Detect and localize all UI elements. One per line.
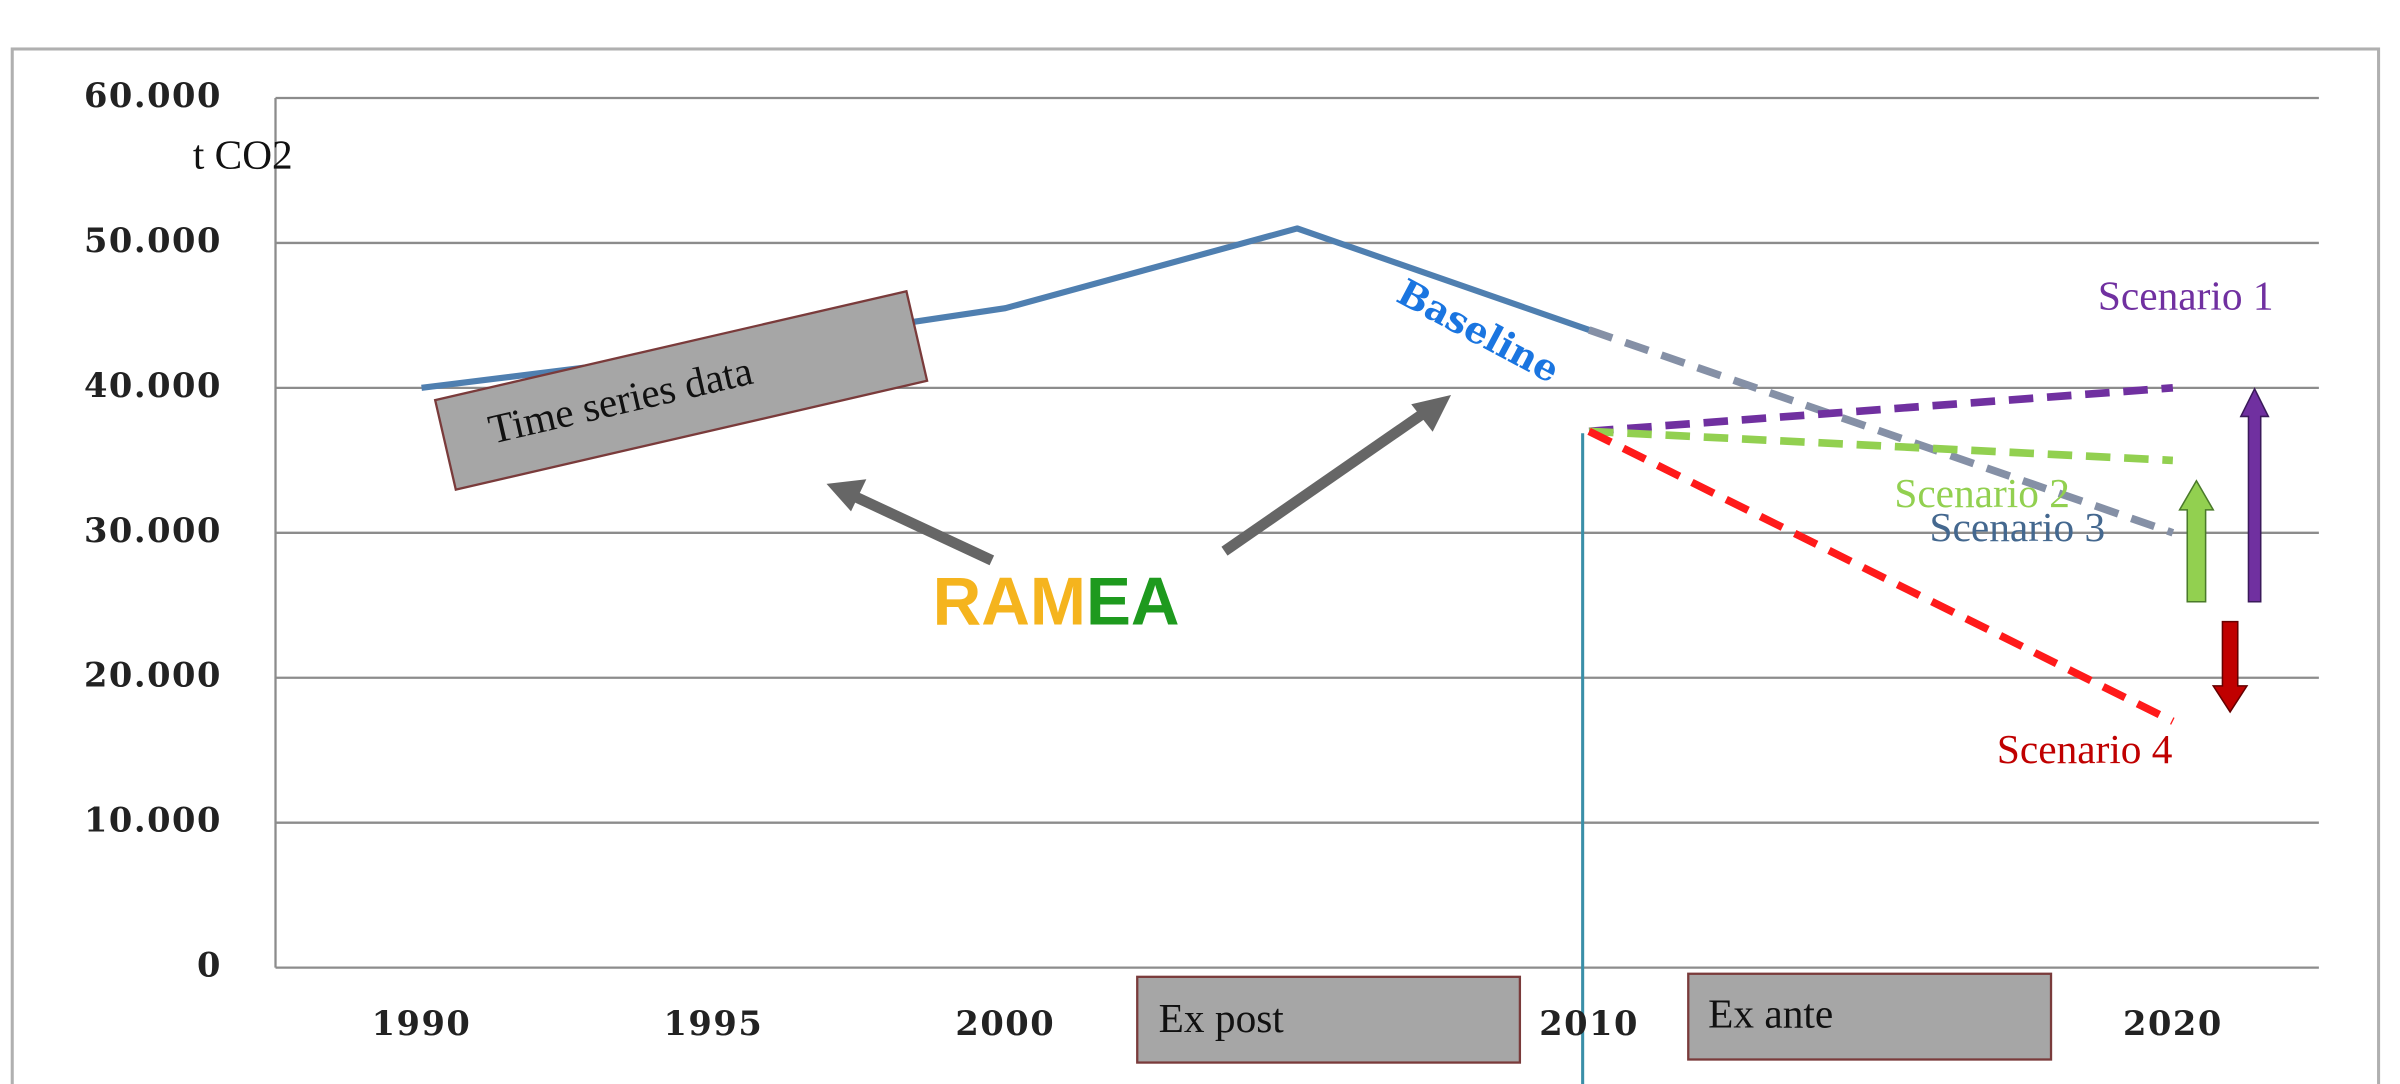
arrow xyxy=(2239,387,2270,603)
arrow xyxy=(2211,620,2249,714)
ex-post-box xyxy=(1136,975,1522,1064)
arrow xyxy=(2178,479,2215,603)
arrow-head xyxy=(826,479,867,512)
x-tick-label: 1995 xyxy=(663,1003,763,1043)
x-tick-label: 2010 xyxy=(1539,1003,1639,1043)
legend-label: Scenario 3 xyxy=(1930,504,2106,550)
arrow xyxy=(1221,408,1427,556)
arrows xyxy=(826,387,2270,714)
ramea-part: EA xyxy=(1086,564,1180,639)
ramea-logo: RAMEA xyxy=(933,564,1180,639)
legend-label: Scenario 1 xyxy=(2098,273,2274,319)
ex-ante-box xyxy=(1687,972,2053,1061)
series-line xyxy=(1587,326,2175,537)
legend-label: Scenario 2 xyxy=(1894,470,2070,516)
box xyxy=(433,289,929,491)
series-line xyxy=(1587,427,2175,725)
ex-ante-label: Ex ante xyxy=(1708,991,1833,1037)
x-tick-label: 1990 xyxy=(372,1003,472,1043)
ex-post-label: Ex post xyxy=(1159,995,1285,1041)
y-tick-label: 30.000 xyxy=(84,510,222,550)
chart-frame xyxy=(10,47,2381,1084)
ticks: 0 10.000 20.000 30.000 40.000 50.000 60.000 199… xyxy=(84,75,2223,1043)
series-line xyxy=(1588,384,2174,436)
legend-label: Scenario 4 xyxy=(1997,726,2173,772)
series-line xyxy=(1588,427,2174,465)
arrow xyxy=(854,492,995,566)
ramea-part: RAM xyxy=(933,564,1086,639)
y-tick-label: 40.000 xyxy=(84,365,222,405)
x-tick-label: 2020 xyxy=(2123,1003,2223,1043)
y-axis-label: t CO2 xyxy=(193,132,293,178)
grid xyxy=(274,96,2319,969)
y-tick-label: 20.000 xyxy=(84,655,222,695)
x-tick-label: 2000 xyxy=(955,1003,1055,1043)
y-tick-label: 50.000 xyxy=(84,220,222,260)
arrow-head xyxy=(1411,395,1452,432)
y-tick-label: 10.000 xyxy=(84,800,222,840)
y-tick-label: 0 xyxy=(197,945,222,985)
y-tick-label: 60.000 xyxy=(84,75,222,115)
